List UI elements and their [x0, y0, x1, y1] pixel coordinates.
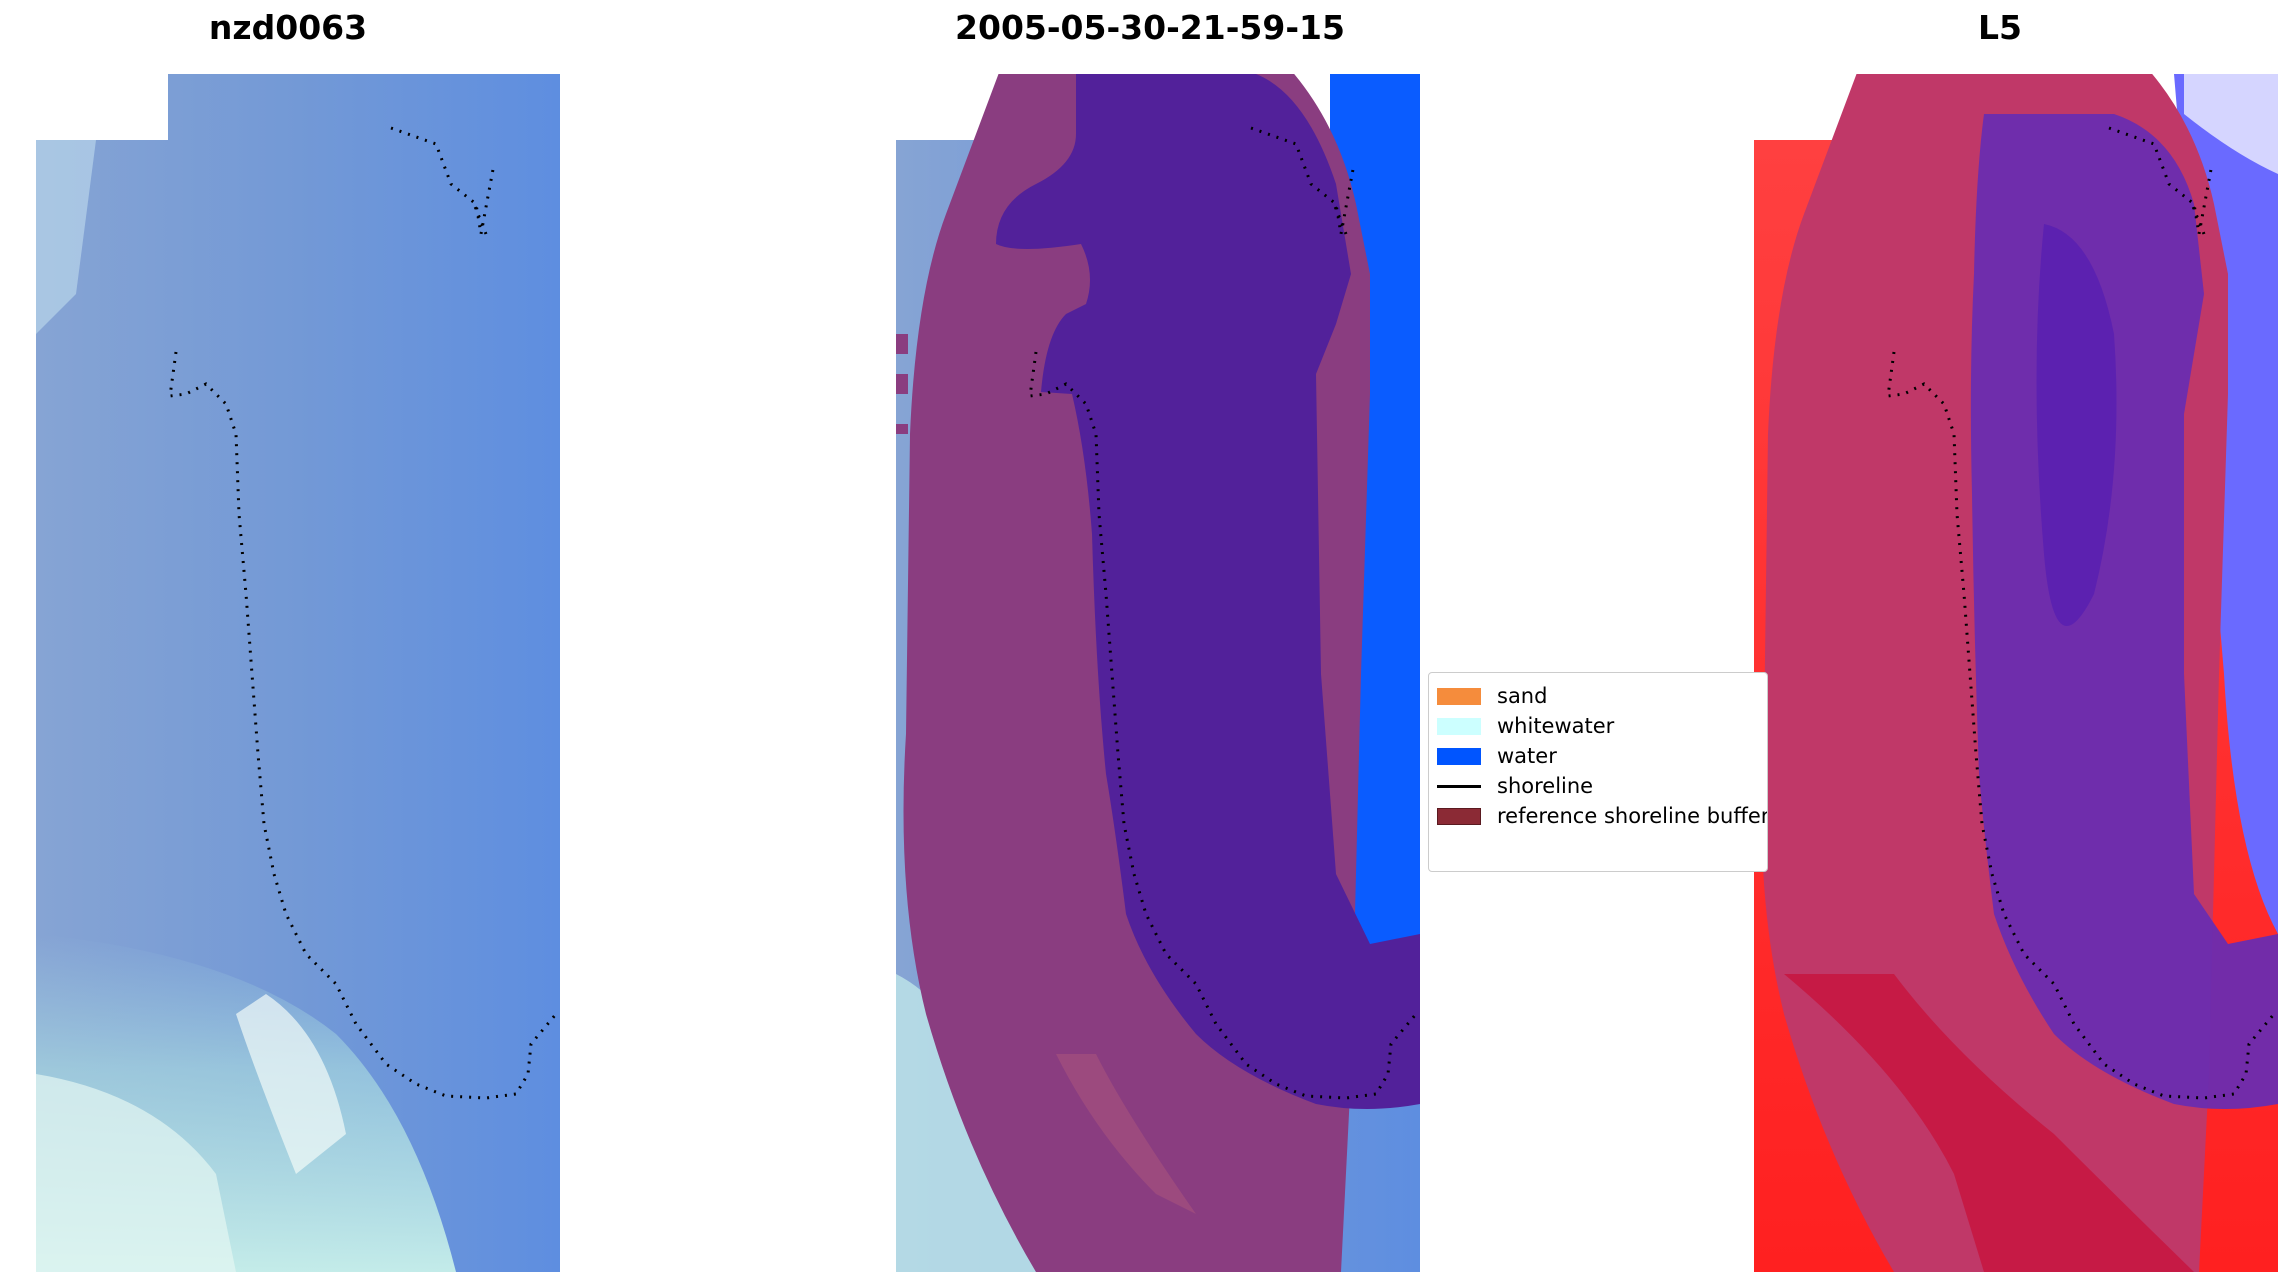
legend-swatch-buffer [1437, 807, 1481, 825]
legend-swatch-whitewater [1437, 717, 1481, 735]
shoreline-dotted-classified [1028, 126, 1418, 1100]
legend-label-water: water [1497, 744, 1557, 768]
legend-item-whitewater: whitewater [1437, 713, 1614, 739]
legend-item-shoreline: shoreline [1437, 773, 1593, 799]
panel-title-satellite: L5 [1978, 8, 2022, 47]
legend-swatch-sand [1437, 687, 1481, 705]
water-inside-buffer [996, 74, 1420, 1109]
legend-label-whitewater: whitewater [1497, 714, 1615, 738]
legend-item-sand: sand [1437, 683, 1547, 709]
panel-title-image: nzd0063 [208, 8, 368, 47]
index-image-panel [1754, 74, 2278, 1272]
legend-swatch-water [1437, 747, 1481, 765]
panel-title-date: 2005-05-30-21-59-15 [955, 8, 1345, 47]
rgb-image-panel [36, 74, 560, 1272]
shoreline-dotted [168, 126, 558, 1100]
shoreline-dotted-index [1886, 126, 2276, 1100]
classified-image-panel [896, 74, 1420, 1272]
legend: sand whitewater water shoreline referenc… [1428, 672, 1768, 872]
legend-label-shoreline: shoreline [1497, 774, 1594, 798]
legend-item-water: water [1437, 743, 1557, 769]
legend-label-buffer: reference shoreline buffer [1497, 804, 1768, 828]
legend-label-sand: sand [1497, 684, 1548, 708]
legend-line-shoreline [1437, 784, 1481, 788]
legend-item-buffer: reference shoreline buffer [1437, 803, 1768, 829]
